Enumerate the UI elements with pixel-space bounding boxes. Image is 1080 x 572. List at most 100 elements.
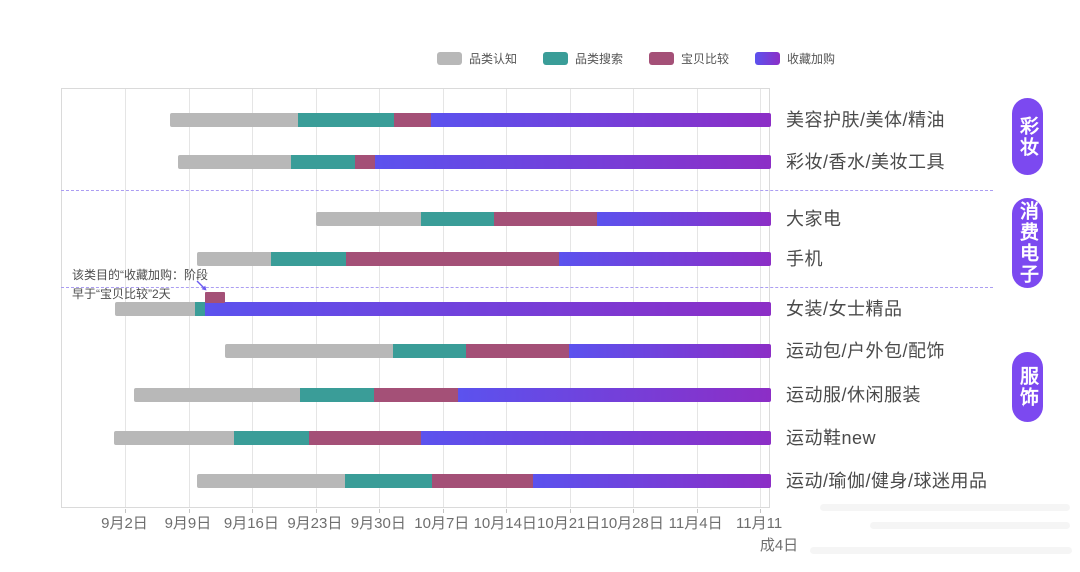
x-axis-tick-label: 9月16日: [223, 515, 279, 532]
annotation-line2: 早于“宝贝比较”2天: [72, 287, 171, 301]
bar-segment-品类搜索[interactable]: [234, 431, 309, 445]
category-label: 大家电: [786, 209, 842, 229]
gantt-plot-area: [61, 88, 771, 513]
bar-segment-收藏加购[interactable]: [568, 344, 771, 358]
category-label: 运动服/休闲服装: [786, 385, 922, 405]
category-label: 女装/女士精品: [786, 299, 903, 319]
bar-segment-收藏加购[interactable]: [533, 474, 771, 488]
bar-segment-品类认知[interactable]: [169, 113, 298, 127]
x-axis-tick-label: 11月11: [736, 515, 783, 532]
bar-segment-品类认知[interactable]: [315, 212, 422, 226]
bar-segment-宝贝比较[interactable]: [345, 252, 559, 266]
annotation-line1: 该类目的“收藏加购：阶段: [72, 268, 208, 282]
x-axis-tick-label: 10月28日: [600, 515, 664, 532]
legend-marker-icon: [437, 52, 462, 65]
axis-tick-mark: [569, 509, 571, 513]
x-axis-tick-label: 9月9日: [164, 515, 212, 532]
bar-segment-品类认知[interactable]: [197, 474, 345, 488]
x-axis-tick-label: 10月21日: [537, 515, 601, 532]
axis-tick-mark: [315, 509, 317, 513]
x-axis-tick-label: 9月23日: [287, 515, 343, 532]
bar-segment-品类搜索[interactable]: [195, 302, 206, 316]
gridline: [125, 89, 127, 507]
legend-marker-icon: [649, 52, 675, 65]
axis-tick-mark: [379, 509, 381, 513]
gridline: [760, 89, 762, 507]
bar-segment-收藏加购[interactable]: [431, 113, 771, 127]
axis-tick-mark: [188, 509, 190, 513]
bar-segment-宝贝比较[interactable]: [393, 113, 431, 127]
category-label: 运动鞋new: [786, 428, 877, 448]
category-label: 运动包/户外包/配饰: [786, 341, 946, 361]
bar-segment-收藏加购[interactable]: [558, 252, 771, 266]
bar-segment-宝贝比较[interactable]: [308, 431, 422, 445]
legend-item-收藏加购[interactable]: 收藏加购: [755, 50, 835, 67]
axis-tick-mark: [252, 509, 254, 513]
bar-segment-宝贝比较[interactable]: [354, 155, 375, 169]
bar-segment-品类认知[interactable]: [197, 252, 272, 266]
x-axis-tick-label: 9月2日: [101, 515, 148, 532]
legend-marker-icon: [543, 52, 569, 65]
axis-tick-mark: [633, 509, 635, 513]
bar-segment-宝贝比较[interactable]: [205, 292, 226, 303]
bar-segment-收藏加购[interactable]: [374, 155, 771, 169]
annotation-note: 该类目的“收藏加购：阶段 早于“宝贝比较”2天: [72, 266, 222, 304]
axis-tick-mark: [506, 509, 508, 513]
legend-label: 宝贝比较: [681, 52, 730, 66]
bar-segment-收藏加购[interactable]: [421, 431, 771, 445]
gridline: [252, 89, 254, 507]
watermark-artifact: [810, 547, 1072, 554]
bar-segment-品类认知[interactable]: [133, 388, 301, 402]
gridline: [379, 89, 381, 507]
bar-segment-宝贝比较[interactable]: [373, 388, 459, 402]
bar-segment-品类搜索[interactable]: [300, 388, 374, 402]
bar-segment-宝贝比较[interactable]: [493, 212, 597, 226]
gridline: [506, 89, 508, 507]
legend-label: 收藏加购: [787, 52, 836, 66]
bar-segment-品类认知[interactable]: [178, 155, 292, 169]
bar-segment-品类搜索[interactable]: [344, 474, 432, 488]
category-label: 手机: [786, 249, 823, 269]
bar-segment-品类认知[interactable]: [113, 431, 235, 445]
bar-segment-宝贝比较[interactable]: [431, 474, 534, 488]
legend-item-品类搜索[interactable]: 品类搜索: [543, 50, 623, 67]
bar-segment-品类认知[interactable]: [114, 302, 196, 316]
legend-label: 品类搜索: [575, 52, 624, 66]
bar-segment-品类搜索[interactable]: [297, 113, 394, 127]
legend-item-宝贝比较[interactable]: 宝贝比较: [649, 50, 729, 67]
gridline: [633, 89, 635, 507]
category-label: 运动/瑜伽/健身/球迷用品: [786, 471, 988, 491]
gridline: [696, 89, 698, 507]
x-axis-tick-label: 9月30日: [350, 515, 406, 532]
group-badge-消费电子: 消费电子: [1012, 198, 1043, 288]
bar-segment-品类认知[interactable]: [225, 344, 393, 358]
watermark-artifact: [870, 522, 1070, 529]
bar-segment-收藏加购[interactable]: [205, 302, 771, 316]
bar-segment-品类搜索[interactable]: [421, 212, 494, 226]
bar-segment-品类搜索[interactable]: [392, 344, 467, 358]
legend-label: 品类认知: [469, 52, 518, 66]
legend: 品类认知 品类搜索 宝贝比较 收藏加购: [437, 50, 835, 67]
x-axis-extra-label: 成4日: [759, 537, 799, 554]
axis-tick-mark: [442, 509, 444, 513]
x-axis-tick-label: 10月7日: [414, 515, 470, 532]
gridline: [569, 89, 571, 507]
legend-marker-icon: [755, 52, 781, 65]
bar-segment-收藏加购[interactable]: [458, 388, 771, 402]
axis-tick-mark: [696, 509, 698, 513]
bar-segment-品类搜索[interactable]: [271, 252, 346, 266]
group-separator-makeup-electronics: [61, 190, 993, 191]
group-badge-彩妆: 彩妆: [1012, 98, 1043, 175]
bar-segment-收藏加购[interactable]: [596, 212, 771, 226]
bar-segment-宝贝比较[interactable]: [466, 344, 569, 358]
legend-item-品类认知[interactable]: 品类认知: [437, 50, 517, 67]
bar-segment-品类搜索[interactable]: [291, 155, 355, 169]
category-label: 美容护肤/美体/精油: [786, 110, 946, 130]
axis-tick-mark: [760, 509, 762, 513]
gridline: [315, 89, 317, 507]
group-separator-electronics-apparel: [61, 287, 993, 288]
group-badge-服饰: 服饰: [1012, 352, 1043, 422]
x-axis-tick-label: 11月4日: [668, 515, 723, 532]
x-axis-tick-label: 10月14日: [473, 515, 537, 532]
